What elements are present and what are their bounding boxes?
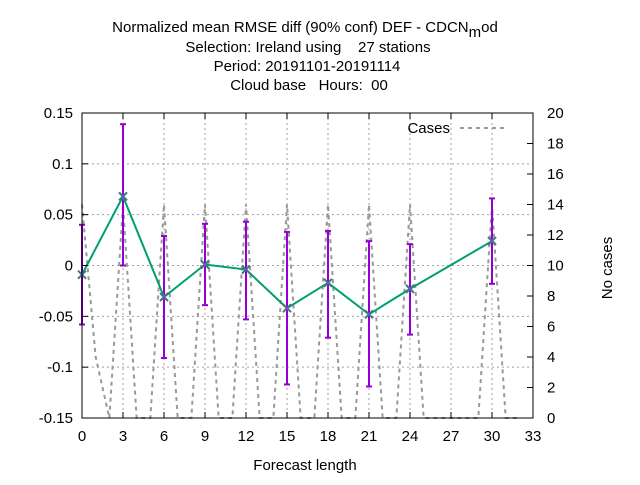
y2-tick-label: 6 [547, 319, 555, 336]
data-point [487, 236, 497, 246]
plot-frame [81, 112, 534, 419]
y2-axis-label: No cases [599, 237, 616, 300]
data-point-stroke-b [405, 284, 415, 294]
x-tick-label: 30 [484, 428, 501, 445]
data-point-stroke-b [282, 303, 292, 313]
y2-tick-label: 10 [547, 258, 564, 275]
y2-tick-label: 0 [547, 410, 555, 427]
y2-tick-label: 18 [547, 136, 564, 153]
chart-title-line-3: Period: 20191101-20191114 [214, 58, 401, 75]
y2-tick-label: 14 [547, 197, 564, 214]
chart-title-line-4: Cloud base Hours: 00 [230, 77, 388, 94]
x-tick-label: 15 [279, 428, 296, 445]
x-axis-label: Forecast length [253, 457, 356, 474]
data-point-stroke-b [159, 292, 169, 302]
x-tick-label: 33 [525, 428, 542, 445]
y-tick-label: 0.15 [44, 105, 73, 122]
data-point-stroke-b [200, 259, 210, 270]
x-tick-label: 6 [160, 428, 168, 445]
cases-layer [81, 204, 520, 419]
y-tick-label: 0 [65, 258, 73, 275]
data-point [323, 278, 333, 288]
y2-tick-label: 12 [547, 227, 564, 244]
x-tick-label: 21 [361, 428, 378, 445]
y2-tick-label: 8 [547, 288, 555, 305]
data-point-stroke-b [364, 309, 374, 320]
y-tick-label: -0.15 [39, 410, 73, 427]
cases-line [81, 204, 520, 419]
data-point [200, 259, 210, 270]
data-point-stroke-b [487, 236, 497, 246]
data-point-stroke-b [323, 278, 333, 288]
data-point [118, 191, 128, 202]
y-tick-label: -0.1 [47, 359, 73, 376]
data-point [282, 303, 292, 313]
grid-layer [82, 113, 533, 418]
y-tick-label: 0.1 [52, 156, 73, 173]
x-tick-label: 3 [119, 428, 127, 445]
series-line [81, 193, 493, 316]
chart-title-line-2: Selection: Ireland using 27 stations [185, 39, 430, 56]
y2-tick-label: 20 [547, 105, 564, 122]
y2-tick-label: 2 [547, 380, 555, 397]
y-tick-label: 0.05 [44, 207, 73, 224]
data-point-stroke-b [118, 191, 128, 202]
legend: Cases [407, 120, 506, 137]
data-point [159, 292, 169, 302]
x-tick-label: 18 [320, 428, 337, 445]
y2-tick-label: 16 [547, 166, 564, 183]
x-tick-label: 9 [201, 428, 209, 445]
x-tick-label: 24 [402, 428, 419, 445]
y2-tick-label: 4 [547, 349, 555, 366]
data-point [405, 284, 415, 294]
x-tick-label: 0 [78, 428, 86, 445]
data-point [364, 309, 374, 320]
errorbar-layer [79, 123, 495, 388]
data-point [241, 264, 251, 275]
data-point-stroke-b [241, 264, 251, 275]
legend-label-cases: Cases [407, 120, 450, 137]
x-tick-label: 27 [443, 428, 460, 445]
axis-layer: 0 3 6 9 12 15 18 21 24 27 30 33-0.15-0.1-0.0500.050… [39, 105, 564, 445]
x-tick-label: 12 [238, 428, 255, 445]
y-tick-label: -0.05 [39, 308, 73, 325]
chart-title-line-1: Normalized mean RMSE diff (90% conf) DEF… [112, 19, 498, 41]
